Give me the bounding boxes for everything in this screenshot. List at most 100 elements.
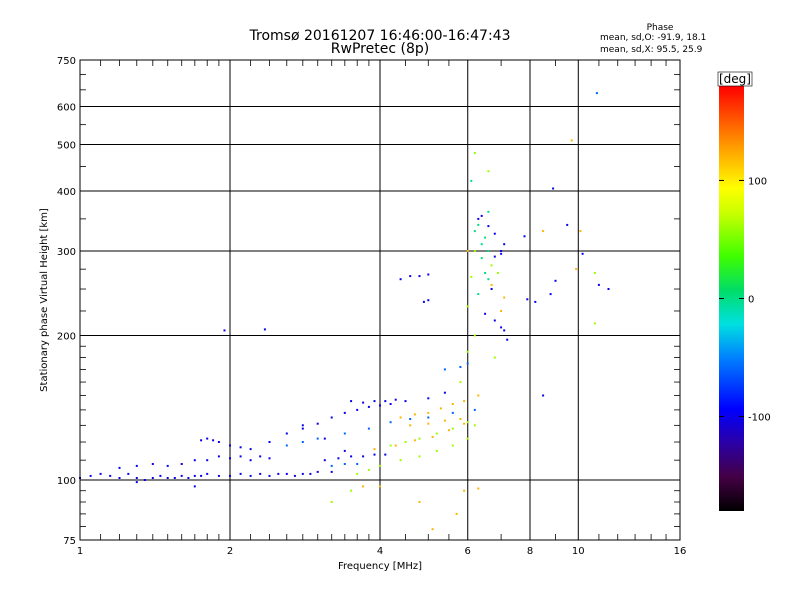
data-point <box>459 381 462 384</box>
data-point <box>597 283 600 286</box>
data-points <box>79 92 610 531</box>
y-tick-label: 300 <box>57 247 76 258</box>
data-point <box>526 298 529 301</box>
data-point <box>367 427 370 430</box>
data-point <box>330 416 333 419</box>
data-point <box>356 472 359 475</box>
data-point <box>323 437 326 440</box>
data-point <box>463 422 466 425</box>
data-point <box>180 463 183 465</box>
data-point <box>487 170 490 173</box>
data-point <box>301 472 304 475</box>
data-point <box>389 444 392 447</box>
data-point <box>356 408 359 411</box>
data-point <box>487 210 490 213</box>
phase-stats-x-mode: mean, sd,X: 95.5, 25.9 <box>600 45 703 55</box>
data-point <box>316 437 319 440</box>
data-point <box>350 400 353 403</box>
data-point <box>301 441 304 443</box>
data-point <box>330 470 333 473</box>
data-point <box>316 470 319 473</box>
data-point <box>431 435 434 438</box>
data-point <box>443 368 446 371</box>
data-point <box>362 485 365 488</box>
data-point <box>135 477 138 479</box>
data-point <box>455 512 458 515</box>
data-point <box>480 243 483 246</box>
data-point <box>343 449 346 452</box>
data-point <box>477 223 480 226</box>
data-point <box>127 472 130 475</box>
data-point <box>487 250 490 252</box>
x-tick-label: 8 <box>527 546 533 557</box>
data-point <box>384 400 387 403</box>
data-point <box>356 463 359 465</box>
data-point <box>459 418 462 420</box>
data-point <box>427 416 430 419</box>
data-point <box>413 413 416 416</box>
data-point <box>193 474 196 477</box>
data-point <box>477 293 480 296</box>
data-point <box>389 403 392 405</box>
colorbar-tick-label: 0 <box>748 295 754 306</box>
data-point <box>503 329 506 332</box>
axis-ticks <box>80 60 680 540</box>
data-point <box>229 457 231 460</box>
data-point <box>151 477 154 479</box>
data-point <box>249 474 252 477</box>
data-point <box>595 92 598 95</box>
data-point <box>118 466 121 469</box>
data-point <box>373 448 376 451</box>
data-point <box>89 474 92 477</box>
data-point <box>490 264 493 267</box>
data-point <box>459 366 462 368</box>
data-point <box>301 427 304 430</box>
data-point <box>542 230 545 233</box>
data-point <box>109 474 112 477</box>
grid <box>79 59 681 541</box>
data-point <box>523 235 526 238</box>
data-point <box>443 391 446 394</box>
data-point <box>379 485 381 488</box>
data-point <box>316 422 319 425</box>
data-point <box>473 230 476 233</box>
data-point <box>268 457 271 460</box>
data-point <box>187 477 190 479</box>
data-point <box>343 463 346 465</box>
data-point <box>229 474 231 477</box>
data-point <box>466 250 469 252</box>
data-point <box>277 472 280 475</box>
data-point <box>473 424 476 427</box>
data-point <box>427 397 430 400</box>
data-point <box>490 288 493 290</box>
data-point <box>404 400 407 403</box>
data-point <box>418 275 421 278</box>
data-point <box>473 334 476 337</box>
data-point <box>427 273 430 276</box>
data-point <box>500 252 503 255</box>
phase-stats-o-mode: mean, sd,O: -91.9, 18.1 <box>600 33 707 43</box>
data-point <box>135 464 138 467</box>
data-point <box>418 455 421 458</box>
y-tick-label: 75 <box>63 536 76 547</box>
data-point <box>542 394 545 397</box>
data-point <box>466 437 469 440</box>
chart-subtitle: RwPretec (8p) <box>330 41 430 57</box>
data-point <box>330 464 333 467</box>
data-point <box>404 441 407 443</box>
x-tick-label: 2 <box>227 546 233 557</box>
data-point <box>466 421 469 424</box>
data-point <box>579 230 582 233</box>
data-point <box>451 427 454 430</box>
data-point <box>217 441 220 443</box>
data-point <box>422 300 425 303</box>
data-point <box>249 448 252 451</box>
y-tick-label: 100 <box>57 476 76 487</box>
data-point <box>249 459 252 462</box>
data-point <box>575 268 578 271</box>
data-point <box>212 439 215 442</box>
data-point <box>503 243 506 246</box>
data-point <box>497 272 499 274</box>
data-point <box>135 481 138 484</box>
y-tick-label: 400 <box>57 187 76 198</box>
